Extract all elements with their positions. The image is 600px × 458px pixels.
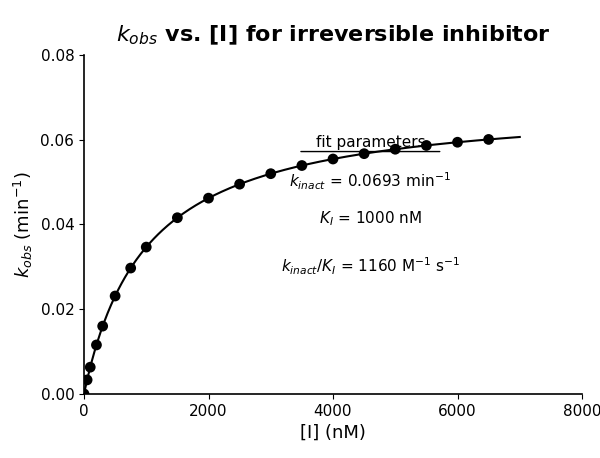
Point [82, 376, 92, 383]
Point [391, 146, 400, 153]
X-axis label: [I] (nM): [I] (nM) [300, 424, 366, 442]
Point [126, 264, 136, 272]
Text: fit parameters: fit parameters [316, 135, 425, 150]
Point [328, 155, 338, 163]
Text: $K_{I}$ = 1000 nM: $K_{I}$ = 1000 nM [319, 209, 422, 228]
Point [79, 390, 89, 398]
Point [110, 292, 120, 300]
Point [484, 136, 493, 143]
Point [422, 142, 431, 149]
Point [297, 162, 307, 169]
Point [142, 243, 151, 251]
Point [92, 341, 101, 349]
Point [235, 180, 244, 188]
Y-axis label: $k_{obs}$ (min$^{-1}$): $k_{obs}$ (min$^{-1}$) [12, 171, 35, 278]
Point [266, 170, 275, 177]
Point [85, 364, 95, 371]
Text: $k_{inact}$ = 0.0693 min$^{-1}$: $k_{inact}$ = 0.0693 min$^{-1}$ [289, 171, 451, 192]
Title: $k_{obs}$ vs. [I] for irreversible inhibitor: $k_{obs}$ vs. [I] for irreversible inhib… [116, 23, 550, 47]
Point [453, 139, 463, 146]
Point [359, 150, 369, 158]
Text: $k_{inact}$/$K_{I}$ = 1160 M$^{-1}$ s$^{-1}$: $k_{inact}$/$K_{I}$ = 1160 M$^{-1}$ s$^{… [281, 256, 460, 277]
Point [173, 214, 182, 221]
Point [98, 322, 107, 330]
Point [204, 195, 214, 202]
